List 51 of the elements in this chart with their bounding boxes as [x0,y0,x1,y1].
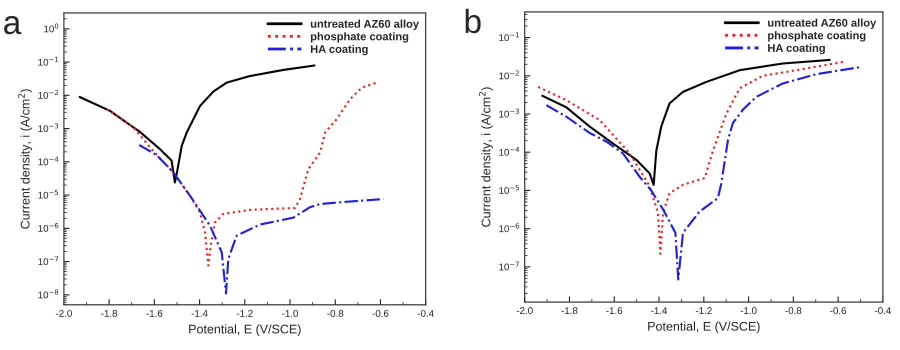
y-axis-title: Current density, i (A/cm$^{2}$) [18,89,32,229]
y-tick-label: 10$^{−1}$ [38,56,58,66]
legend-label: HA coating [768,44,825,54]
line-series [541,58,831,186]
legend-label: untreated AZ60 alloy [768,18,876,29]
x-tick-label: -2.0 [516,307,533,314]
x-tick-label: -0.8 [327,310,344,317]
y-tick-label: 10$^{−3}$ [499,108,519,118]
y-axis-title: Current density, i (A/cm$^{2}$) [478,87,493,227]
x-tick-label: -1.8 [562,307,578,314]
y-tick-label: 10$^{0}$ [44,23,58,32]
y-tick-label: 10$^{−5}$ [499,185,519,194]
x-tick-label: -0.4 [418,310,434,317]
y-tick-label: 10$^{−8}$ [38,290,58,298]
x-tick-label: -1.8 [101,310,118,317]
y-tick-label: 10$^{−7}$ [499,262,519,270]
x-axis-title: Potential, E (V/SCE) [648,322,760,334]
x-tick-label: -2.0 [56,310,72,317]
x-axis-title: Potential, E (V/SCE) [189,324,301,336]
y-tick-label: 10$^{−4}$ [38,156,58,166]
y-tick-label: 10$^{−7}$ [38,256,58,266]
line-series [138,144,384,295]
y-tick-label: 10$^{−1}$ [499,32,519,42]
legend-label: HA coating [310,44,368,56]
y-tick-label: 10$^{−6}$ [38,223,58,232]
x-tick-label: -1.2 [696,307,712,314]
x-tick-label: -1.0 [740,307,757,314]
y-tick-label: 10$^{−3}$ [38,123,58,132]
legend-label: phosphate coating [768,31,866,42]
line-series [537,60,844,255]
line-series [106,82,378,267]
x-tick-label: -1.2 [236,310,253,317]
x-tick-label: -0.8 [785,307,802,314]
legend-label: phosphate coating [310,32,408,43]
x-tick-label: -0.6 [372,310,388,317]
text: a [4,16,22,34]
x-tick-label: -1.4 [192,310,208,317]
text: b [466,8,481,34]
x-tick-label: -1.6 [146,310,162,317]
y-tick-label: 10$^{−2}$ [38,90,58,99]
x-tick-label: -1.0 [282,310,298,317]
x-tick-label: -1.6 [606,307,622,314]
y-tick-label: 10$^{−2}$ [499,70,519,80]
x-tick-label: -0.6 [830,307,846,314]
legend-label: untreated AZ60 alloy [310,20,419,30]
x-tick-label: -0.4 [874,307,891,314]
y-tick-label: 10$^{−4}$ [499,146,520,156]
line-series [78,64,316,184]
y-tick-label: 10$^{−5}$ [38,190,58,199]
y-tick-label: 10$^{−6}$ [499,223,520,232]
x-tick-label: -1.4 [651,307,668,314]
